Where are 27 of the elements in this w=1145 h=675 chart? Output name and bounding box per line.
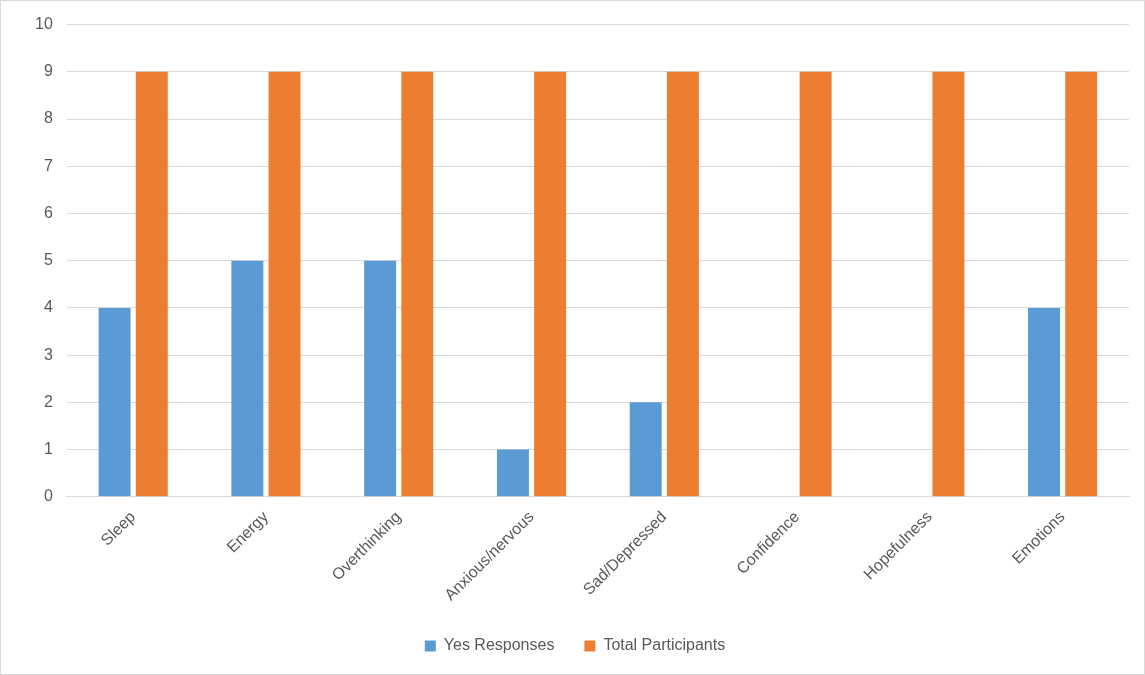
bar bbox=[799, 71, 832, 497]
bar bbox=[364, 260, 397, 497]
y-tick-label: 10 bbox=[35, 15, 53, 33]
bar bbox=[231, 260, 264, 497]
y-tick-label: 2 bbox=[43, 392, 53, 410]
bar bbox=[268, 71, 301, 497]
bar bbox=[98, 307, 131, 497]
legend-label: Total Participants bbox=[603, 636, 726, 654]
bar bbox=[1028, 307, 1061, 497]
bar bbox=[534, 71, 567, 497]
y-tick-label: 8 bbox=[43, 109, 53, 127]
bar bbox=[629, 402, 662, 497]
y-tick-label: 4 bbox=[43, 298, 53, 316]
y-tick-label: 7 bbox=[43, 156, 53, 174]
y-tick-label: 6 bbox=[43, 203, 53, 221]
bar bbox=[932, 71, 965, 497]
bar bbox=[1065, 71, 1098, 497]
y-tick-label: 5 bbox=[43, 251, 53, 269]
y-tick-label: 0 bbox=[43, 487, 53, 505]
y-tick-label: 3 bbox=[43, 345, 53, 363]
y-tick-label: 9 bbox=[43, 62, 53, 80]
bar bbox=[496, 449, 529, 497]
bar bbox=[135, 71, 168, 497]
bar bbox=[401, 71, 434, 497]
legend-label: Yes Responses bbox=[443, 636, 555, 654]
bar bbox=[666, 71, 699, 497]
y-tick-label: 1 bbox=[43, 439, 53, 457]
